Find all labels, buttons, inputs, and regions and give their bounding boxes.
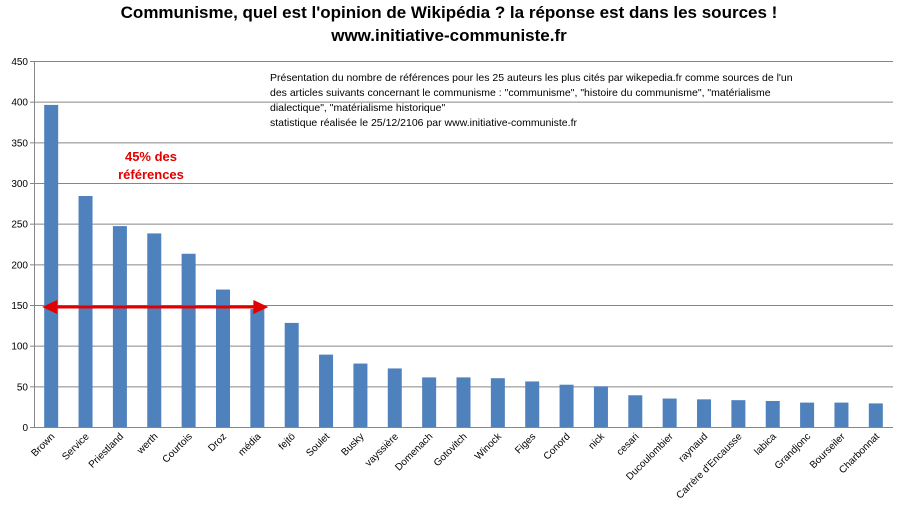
y-tick-label: 50 [17, 382, 29, 393]
x-tick-label: raynaud [677, 431, 710, 464]
x-tick-label: nick [587, 431, 608, 452]
bar [250, 309, 265, 427]
y-axis: 0 50 100 150 200 250 300 350 400 450 [11, 57, 35, 434]
note-line: Présentation du nombre de références pou… [270, 72, 793, 84]
share-annotation: 45% des références [96, 148, 206, 184]
x-tick-label: Priestland [87, 431, 126, 470]
bar [628, 395, 643, 427]
note-line: statistique réalisée le 25/12/2106 par w… [270, 117, 577, 129]
bar [456, 377, 471, 427]
y-tick-label: 100 [11, 342, 28, 353]
y-tick-label: 250 [11, 220, 28, 231]
bars [44, 104, 883, 428]
bar [422, 377, 437, 427]
y-tick-label: 300 [11, 179, 28, 190]
share-annotation-line1: 45% des [124, 149, 178, 164]
x-tick-label: Carrère d'Encausse [674, 431, 744, 501]
bar [834, 402, 849, 427]
bar [765, 400, 780, 427]
x-tick-label: Soulet [304, 431, 332, 459]
x-tick-label: werth [135, 431, 161, 457]
y-tick-label: 200 [11, 260, 28, 271]
bar [525, 381, 540, 427]
bar [800, 402, 815, 427]
x-tick-label: labica [753, 431, 780, 458]
bar [112, 226, 127, 427]
y-tick-label: 400 [11, 98, 28, 109]
x-tick-label: Busky [340, 431, 367, 458]
bar [559, 384, 574, 427]
x-tick-label: Courtois [161, 431, 195, 465]
bar [215, 289, 230, 427]
bar [147, 233, 162, 427]
x-tick-label: Figes [513, 431, 538, 456]
bar [44, 104, 59, 428]
x-tick-label: Droz [206, 431, 229, 454]
x-tick-label: Domenach [393, 431, 435, 473]
bar [284, 322, 299, 427]
bar [319, 354, 334, 427]
x-tick-label: Grandjonc [773, 431, 813, 471]
x-tick-label: Service [60, 431, 92, 463]
grid-lines [34, 61, 893, 428]
x-tick-label: média [236, 431, 263, 458]
bar [78, 196, 93, 427]
x-tick-label: cesari [615, 431, 642, 458]
bar [868, 403, 883, 427]
bar [387, 368, 402, 427]
range-arrow [42, 300, 269, 314]
chart-title: Communisme, quel est l'opinion de Wikipé… [120, 3, 778, 22]
x-tick-label: Winock [473, 431, 505, 463]
bar [490, 378, 505, 427]
chart-subtitle: www.initiative-communiste.fr [331, 26, 567, 45]
bar [181, 253, 196, 427]
x-tick-label: Gotovitch [432, 431, 470, 469]
bar [731, 400, 746, 427]
note-line: dialectique", "matérialisme historique" [270, 102, 446, 114]
share-annotation-line2: références [118, 167, 184, 182]
y-tick-label: 150 [11, 301, 28, 312]
y-tick-label: 0 [22, 423, 28, 434]
y-tick-label: 350 [11, 138, 28, 149]
bar [353, 363, 368, 427]
x-tick-label: Conord [542, 431, 573, 462]
chart-note: Présentation du nombre de références pou… [270, 71, 870, 131]
note-line: des articles suivants concernant le comm… [270, 87, 771, 99]
arrow-head-left [42, 300, 58, 314]
x-tick-label: fejtö [277, 431, 298, 452]
arrow-head-right [253, 300, 269, 314]
bar [662, 398, 677, 427]
x-tick-label: Brown [29, 431, 57, 459]
bar [593, 386, 608, 427]
y-tick-label: 450 [11, 57, 28, 68]
bar [697, 399, 712, 427]
